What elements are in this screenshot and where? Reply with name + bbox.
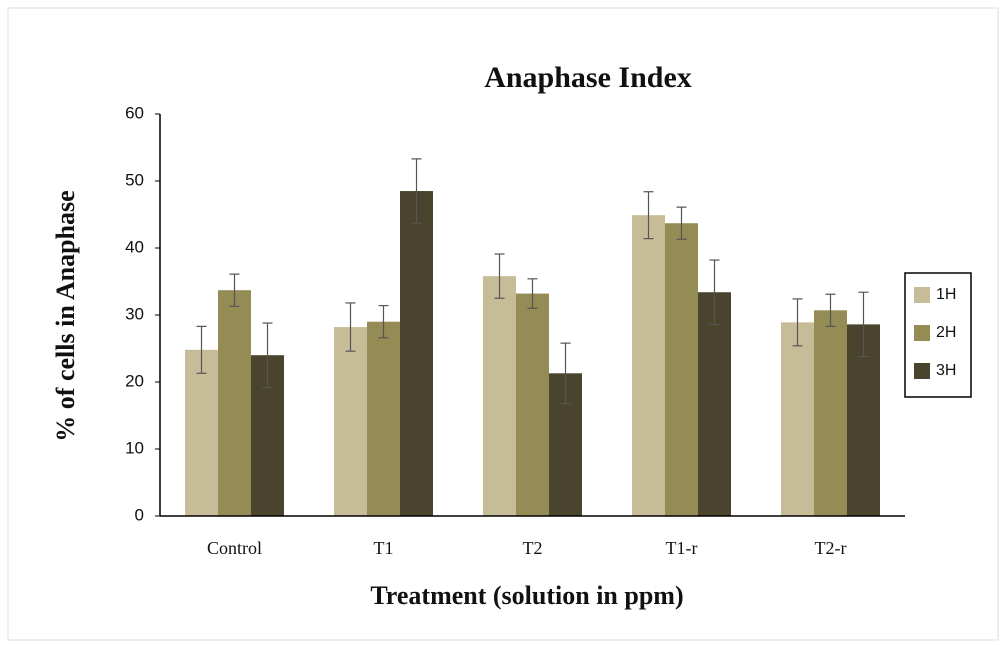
y-axis-title: % of cells in Anaphase [51, 190, 80, 441]
x-tick-label: Control [207, 538, 262, 558]
bar [367, 321, 400, 516]
bar [483, 276, 516, 516]
y-tick-label: 20 [125, 371, 144, 390]
legend-label: 2H [936, 324, 956, 341]
y-tick-label: 50 [125, 170, 144, 189]
legend-label: 3H [936, 362, 956, 379]
x-tick-label: T1 [374, 538, 394, 558]
y-tick-label: 10 [125, 438, 144, 457]
bar [218, 290, 251, 516]
bar [516, 293, 549, 516]
bar [400, 191, 433, 517]
bar [698, 292, 731, 516]
legend-swatch [914, 363, 930, 379]
legend-swatch [914, 325, 930, 341]
y-tick-label: 60 [125, 103, 144, 122]
legend-swatch [914, 287, 930, 303]
chart-title: Anaphase Index [484, 61, 692, 94]
x-tick-label: T1-r [666, 538, 698, 558]
bar [334, 327, 367, 516]
y-tick-label: 40 [125, 237, 144, 256]
x-axis-title: Treatment (solution in ppm) [370, 581, 683, 610]
y-tick-label: 0 [135, 505, 144, 524]
bar [814, 310, 847, 516]
bar [632, 215, 665, 517]
x-tick-label: T2 [523, 538, 543, 558]
bar [185, 349, 218, 516]
bar [781, 322, 814, 516]
bar [665, 223, 698, 516]
y-tick-label: 30 [125, 304, 144, 323]
legend-label: 1H [936, 286, 956, 303]
x-tick-label: T2-r [815, 538, 847, 558]
